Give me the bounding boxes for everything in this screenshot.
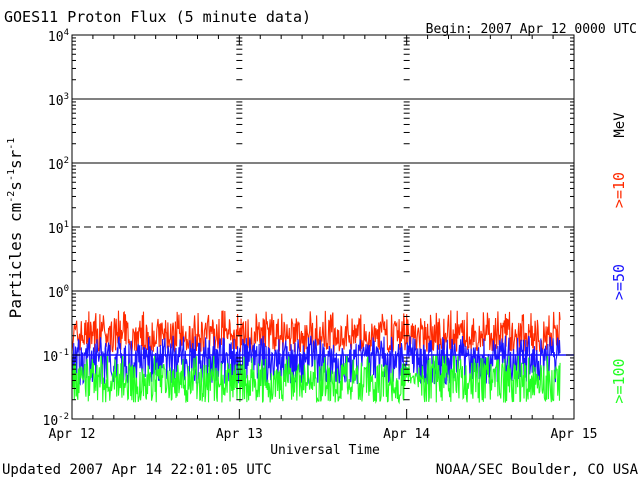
y-tick-label: 104 — [48, 28, 69, 45]
y-tick-label: 10-2 — [43, 412, 70, 429]
series-line-ge100 — [71, 354, 561, 405]
y-tick-label: 101 — [48, 220, 69, 237]
y-tick-label: 103 — [48, 92, 69, 109]
ylabel-s: s — [6, 181, 25, 191]
y-tick-label: 10-1 — [43, 348, 70, 365]
units-label: MeV — [612, 112, 628, 138]
x-tick-label: Apr 12 — [49, 427, 96, 442]
ylabel-exp1: -2 — [6, 191, 17, 203]
credit-label: NOAA/SEC Boulder, CO USA — [436, 462, 639, 478]
y-axis-title: Particles cm-2s-1sr-1 — [6, 138, 25, 319]
tick-layer: 10-2 10-1 100 101 102 103 104 Apr 12 Apr 13 Apr 1… — [43, 28, 598, 442]
legend-ge10: >=10 — [610, 172, 628, 208]
ylabel-sr: sr — [6, 149, 25, 169]
ylabel-exp2: -1 — [6, 169, 17, 181]
ylabel-base: Particles cm — [6, 203, 25, 319]
x-axis-title: Universal Time — [270, 443, 380, 458]
series-line-ge50 — [71, 335, 561, 386]
x-tick-label: Apr 13 — [216, 427, 263, 442]
begin-label: Begin: 2007 Apr 12 0000 UTC — [426, 22, 637, 37]
legend-ge50: >=50 — [610, 264, 628, 300]
updated-label: Updated 2007 Apr 14 22:01:05 UTC — [2, 462, 272, 478]
legend-ge100: >=100 — [610, 358, 628, 403]
y-tick-label: 102 — [48, 156, 69, 173]
ylabel-exp3: -1 — [6, 138, 17, 150]
x-tick-label: Apr 15 — [551, 427, 598, 442]
chart-title: GOES11 Proton Flux (5 minute data) — [4, 8, 311, 26]
x-tick-label: Apr 14 — [383, 427, 430, 442]
series-layer — [71, 310, 561, 405]
y-tick-label: 100 — [48, 284, 69, 301]
